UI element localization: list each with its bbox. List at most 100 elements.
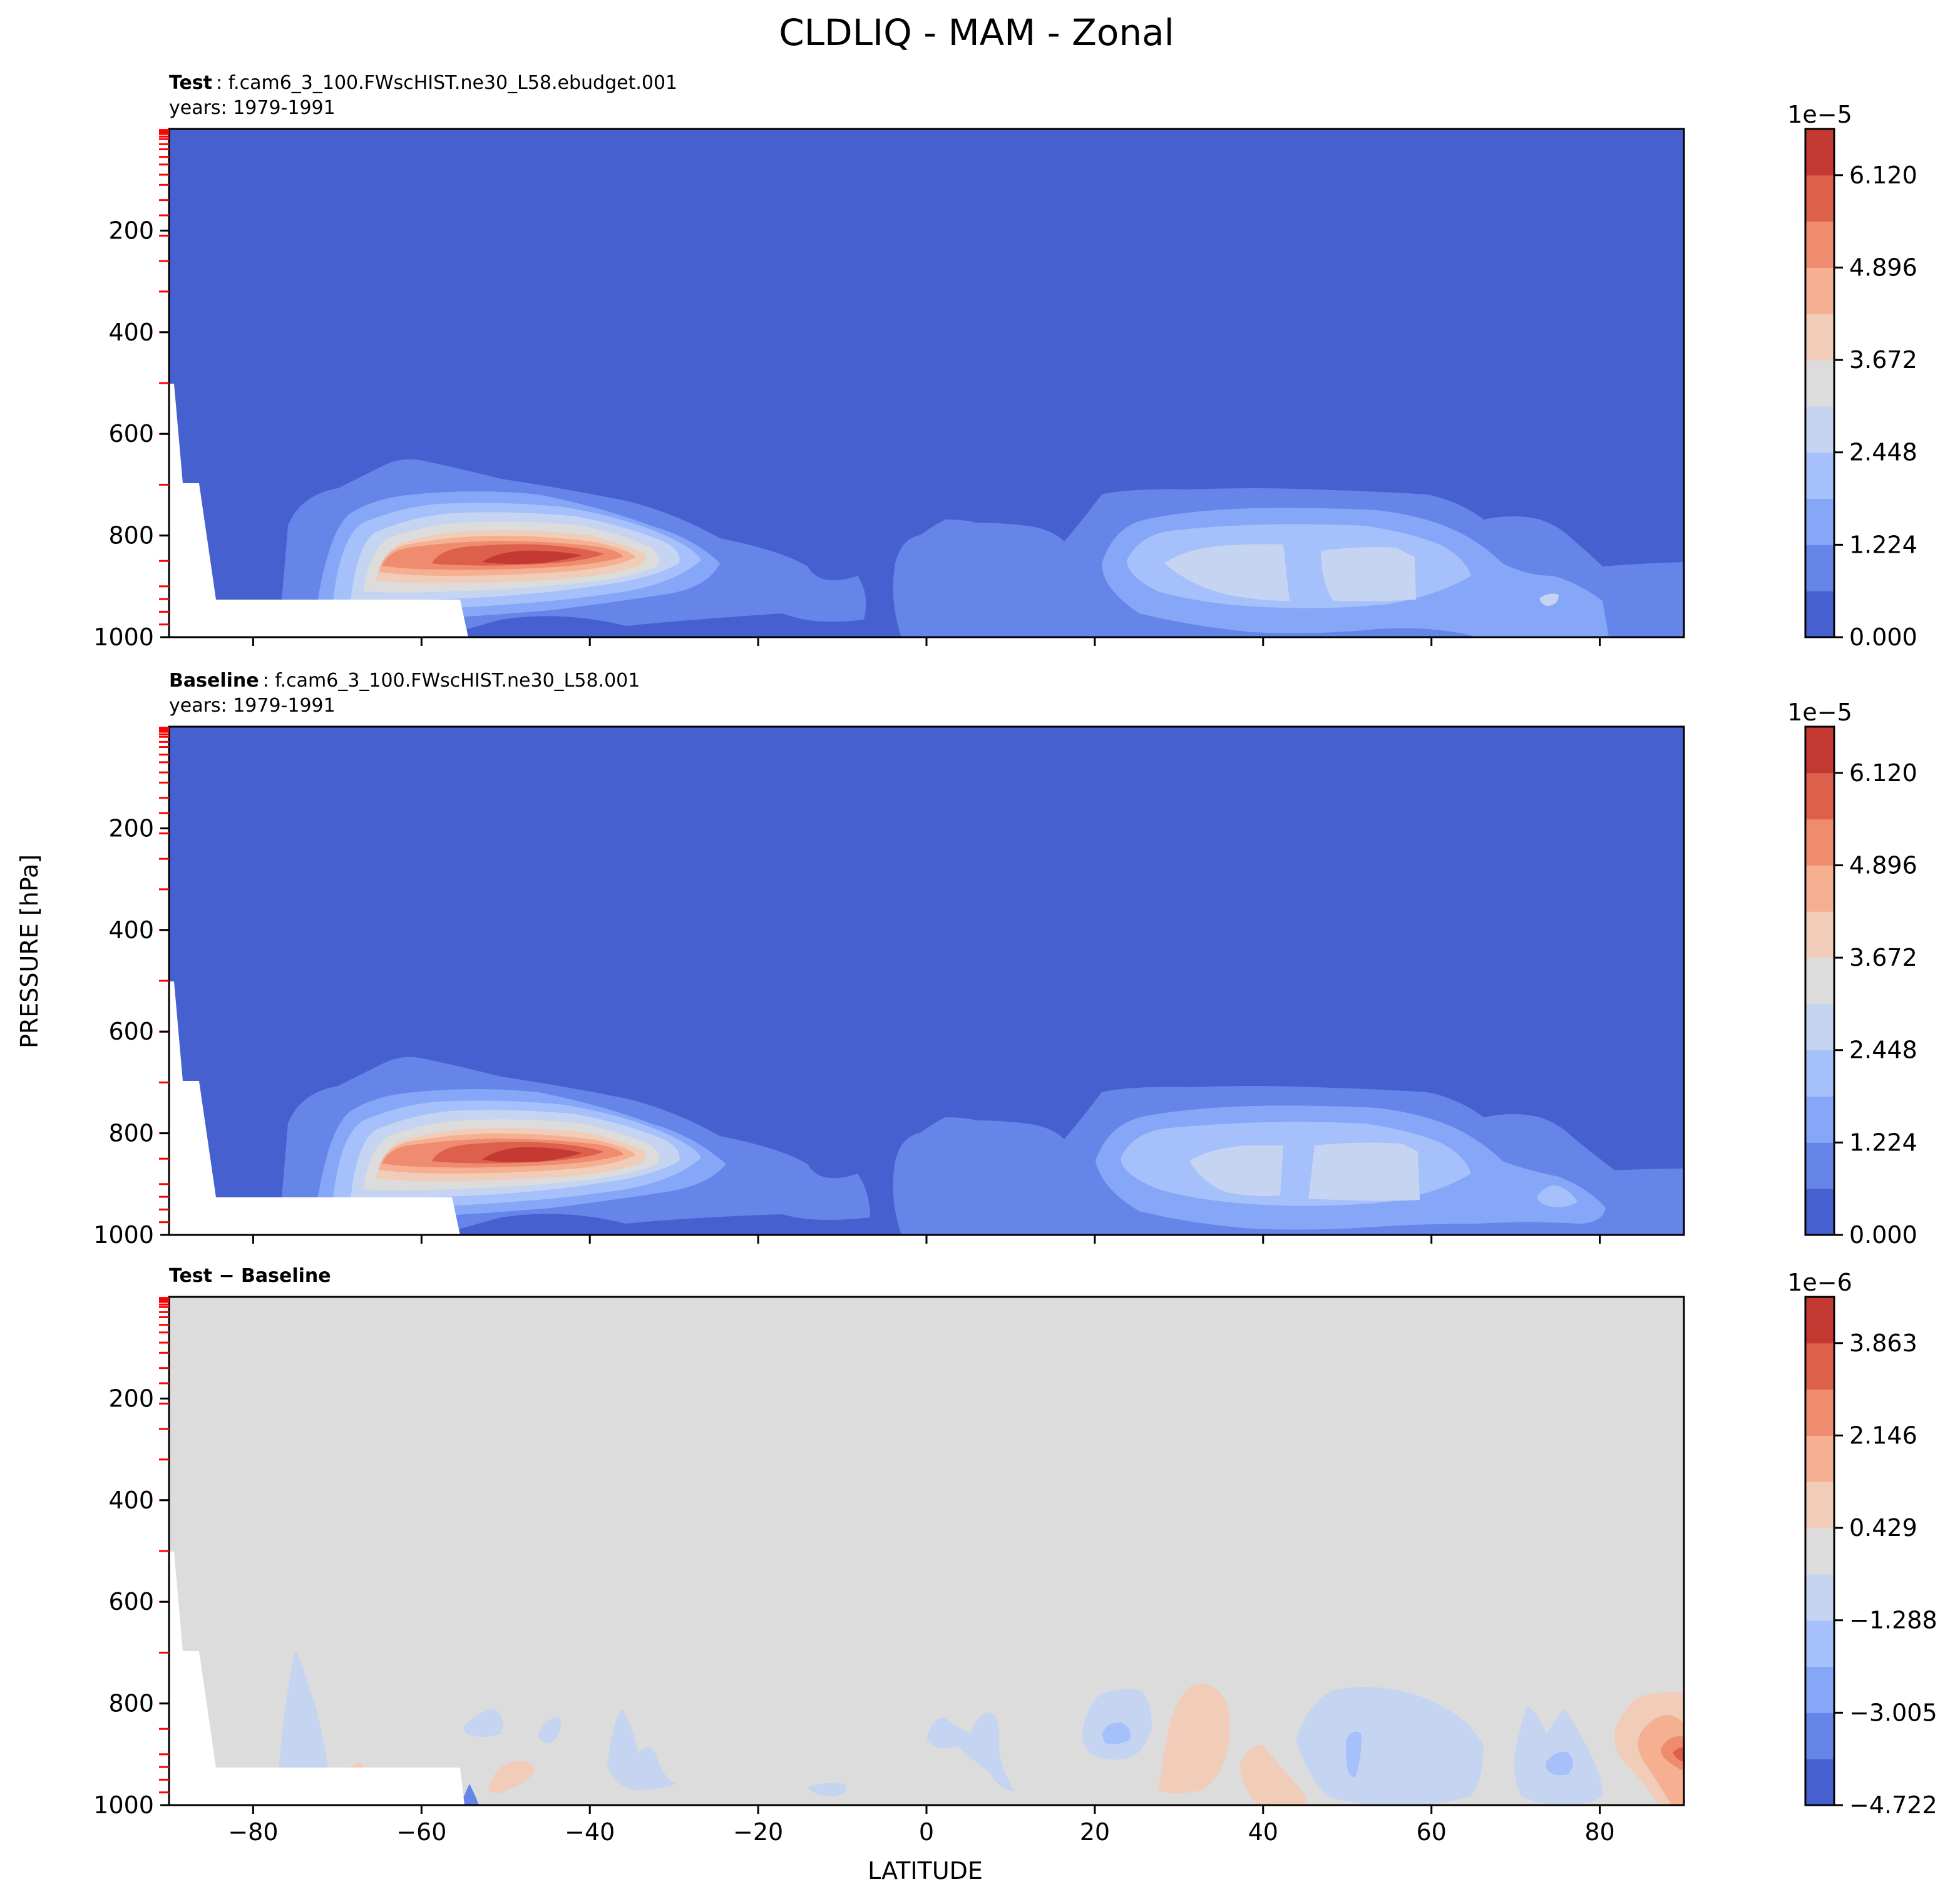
contour-fill-neg-1f: [926, 1712, 1014, 1791]
contour-fill-pos-1b: [1158, 1683, 1230, 1793]
colorbar-segment: [1805, 1389, 1834, 1436]
contour-fill-level-4b: [1189, 1142, 1420, 1201]
x-tick-label: −80: [228, 1818, 278, 1846]
colorbar-segment: [1805, 1712, 1834, 1759]
contour-fill-neg-1b: [463, 1709, 503, 1737]
figure-title: CLDLIQ - MAM - Zonal: [779, 11, 1174, 54]
panel-difference-name: Test − Baseline: [169, 1265, 331, 1287]
contour-fill-pos-4: [1673, 1747, 1684, 1762]
contour-fill-neg-2c: [1546, 1752, 1573, 1776]
colorbar-tick-label: 2.146: [1849, 1421, 1917, 1449]
panel-baseline-contours: [169, 727, 1684, 1235]
colorbar-tick-label: 6.120: [1849, 759, 1917, 787]
colorbar: 0.000 1.224 2.448 3.672 4.896 6.120 1e−5: [1787, 101, 1917, 651]
y-tick-label: 400: [108, 1487, 154, 1514]
colorbar-tick-label: 1.224: [1849, 1129, 1917, 1156]
x-tick-label: 20: [1080, 1818, 1110, 1846]
y-tick-label: 400: [108, 319, 154, 346]
colorbar-segment: [1805, 958, 1834, 1005]
colorbar-tick-label: −1.288: [1849, 1607, 1937, 1634]
colorbar-frame: [1804, 725, 1835, 1236]
colorbar-segment: [1805, 406, 1834, 453]
contour-fill-neg-2b: [1346, 1731, 1362, 1778]
land-mask: [169, 384, 468, 637]
colorbar-segment: [1805, 452, 1834, 499]
colorbar-exponent: 1e−5: [1787, 101, 1852, 128]
colorbar-segment: [1805, 591, 1834, 638]
contour-fill-level-10: [482, 1147, 582, 1162]
panel-test-name-bold: Test: [169, 72, 212, 94]
y-tick-label: 1000: [93, 1221, 154, 1249]
colorbar-segment: [1805, 1142, 1834, 1189]
colorbar-segment: [1805, 772, 1834, 820]
x-axis-label: LATITUDE: [868, 1857, 983, 1885]
x-tick-label: −40: [565, 1818, 615, 1846]
contour-fill-pos-1c: [1239, 1745, 1308, 1805]
colorbar-segment: [1805, 1189, 1834, 1236]
x-tick-label: −60: [396, 1818, 446, 1846]
colorbar-segment: [1805, 1435, 1834, 1482]
colorbar: 0.000 1.224 2.448 3.672 4.896 6.120 1e−5: [1787, 699, 1917, 1249]
contour-fill-level-3c: [1537, 1185, 1578, 1207]
colorbar-tick-label: 3.672: [1849, 346, 1917, 374]
panel-test-name: Test: f.cam6_3_100.FWscHIST.ne30_L58.ebu…: [169, 72, 677, 94]
contour-fill-neg-1e: [808, 1783, 847, 1796]
colorbar-segment: [1805, 498, 1834, 545]
level-ticks: [159, 727, 169, 1224]
land-mask: [169, 1552, 464, 1805]
y-tick-label: 200: [108, 1385, 154, 1412]
contour-fill-neg-1: [275, 1651, 338, 1805]
colorbar-segment: [1805, 819, 1834, 866]
x-tick-label: −20: [733, 1818, 783, 1846]
level-ticks: [159, 129, 169, 626]
y-tick-label: 400: [108, 916, 154, 944]
colorbar-segment: [1805, 911, 1834, 958]
colorbar-segment: [1805, 221, 1834, 268]
colorbar-segment: [1805, 1620, 1834, 1667]
colorbar-segment: [1805, 1528, 1834, 1575]
y-tick-label: 800: [108, 1690, 154, 1717]
colorbar-tick-label: 6.120: [1849, 161, 1917, 189]
colorbar-tick-label: 0.000: [1849, 1221, 1917, 1249]
colorbar-tick-label: 3.672: [1849, 944, 1917, 971]
colorbar-tick-label: −4.722: [1849, 1791, 1937, 1819]
colorbar-segment: [1805, 1050, 1834, 1097]
colorbar-segment: [1805, 360, 1834, 407]
panel-difference: Test − Baseline: [93, 1265, 1937, 1846]
colorbar-frame: [1804, 1296, 1835, 1806]
panel-baseline-name-rest: : f.cam6_3_100.FWscHIST.ne30_L58.001: [263, 670, 640, 692]
y-tick-label: 1000: [93, 1791, 154, 1819]
colorbar-tick-label: 3.863: [1849, 1329, 1917, 1357]
panel-baseline-name-bold: Baseline: [169, 670, 259, 692]
colorbar-tick-label: 1.224: [1849, 531, 1917, 558]
y-tick-label: 600: [108, 1018, 154, 1045]
contour-fill-level-4c: [1539, 593, 1559, 606]
colorbar-tick-label: 0.000: [1849, 623, 1917, 651]
colorbar-segment: [1805, 1003, 1834, 1051]
land-mask: [169, 981, 460, 1235]
colorbar-segment: [1805, 267, 1834, 314]
y-axis: 200 400 600 800 1000: [93, 1385, 169, 1819]
colorbar-segment: [1805, 865, 1834, 912]
x-tick-label: 40: [1248, 1818, 1278, 1846]
y-tick-label: 200: [108, 217, 154, 244]
colorbar-frame: [1804, 128, 1835, 638]
panel-baseline-name: Baseline: f.cam6_3_100.FWscHIST.ne30_L58…: [169, 670, 640, 692]
y-axis: 200 400 600 800 1000: [93, 217, 169, 651]
colorbar-tick-label: 2.448: [1849, 439, 1917, 466]
colorbar-segment: [1805, 175, 1834, 222]
x-tick-label: 0: [919, 1818, 934, 1846]
y-tick-label: 600: [108, 1588, 154, 1615]
colorbar-segment: [1805, 727, 1834, 774]
colorbar-tick-label: 4.896: [1849, 253, 1917, 281]
colorbar-tick-label: 2.448: [1849, 1037, 1917, 1064]
x-tick-label: 60: [1416, 1818, 1446, 1846]
contour-fill-neg-1d: [607, 1709, 676, 1790]
panel-baseline: Baseline: f.cam6_3_100.FWscHIST.ne30_L58…: [93, 670, 1917, 1249]
y-axis: 200 400 600 800 1000: [93, 814, 169, 1249]
contour-fill-neg-1c: [538, 1717, 561, 1743]
y-axis-label: PRESSURE [hPa]: [16, 854, 43, 1048]
panel-difference-contours: [169, 1297, 1684, 1805]
contour-fill-level-4b: [1164, 544, 1416, 601]
